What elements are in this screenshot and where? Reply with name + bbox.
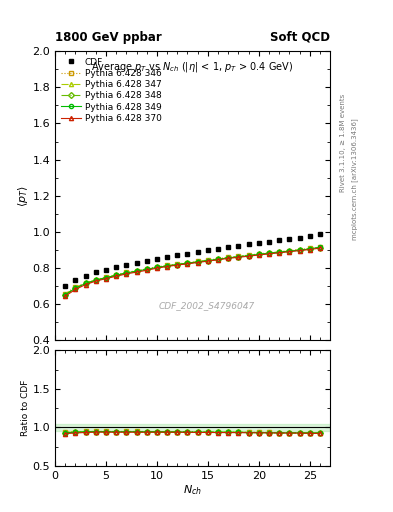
Text: mcplots.cern.ch [arXiv:1306.3436]: mcplots.cern.ch [arXiv:1306.3436]: [352, 118, 358, 240]
Text: Rivet 3.1.10, ≥ 1.8M events: Rivet 3.1.10, ≥ 1.8M events: [340, 94, 346, 193]
Text: CDF_2002_S4796047: CDF_2002_S4796047: [158, 301, 254, 310]
Y-axis label: Ratio to CDF: Ratio to CDF: [20, 380, 29, 436]
Text: 1800 GeV ppbar: 1800 GeV ppbar: [55, 31, 162, 44]
Bar: [55, 423, 330, 431]
Legend: CDF, Pythia 6.428 346, Pythia 6.428 347, Pythia 6.428 348, Pythia 6.428 349, Pyt: CDF, Pythia 6.428 346, Pythia 6.428 347,…: [59, 55, 164, 125]
Text: Soft QCD: Soft QCD: [270, 31, 330, 44]
Y-axis label: $\langle p_T \rangle$: $\langle p_T \rangle$: [16, 185, 29, 207]
X-axis label: $N_{ch}$: $N_{ch}$: [183, 483, 202, 497]
Text: Average $p_T$ vs $N_{ch}$ ($|\eta|$ < 1, $p_T$ > 0.4 GeV): Average $p_T$ vs $N_{ch}$ ($|\eta|$ < 1,…: [92, 60, 294, 74]
